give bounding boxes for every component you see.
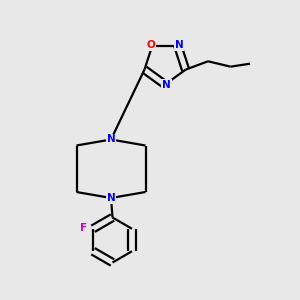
Text: N: N xyxy=(106,193,116,203)
Text: N: N xyxy=(175,40,184,50)
Text: N: N xyxy=(162,80,171,90)
Text: O: O xyxy=(146,40,155,50)
Text: F: F xyxy=(80,223,88,233)
Text: N: N xyxy=(106,134,116,145)
